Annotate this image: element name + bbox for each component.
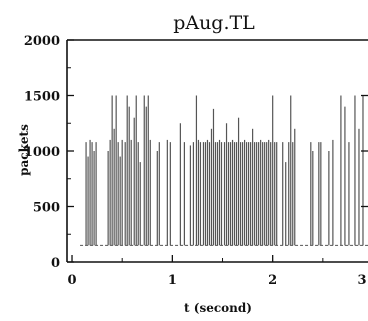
x-tick-label: 0 [67, 273, 76, 288]
x-axis-label: t (second) [184, 301, 252, 315]
y-tick-label: 1500 [24, 90, 60, 105]
y-tick-label: 1000 [24, 145, 60, 160]
chart-title: pAug.TL [173, 12, 255, 34]
y-tick-label: 0 [51, 256, 60, 271]
x-tick-label: 1 [168, 273, 177, 288]
y-axis-label: packets [17, 124, 31, 176]
x-tick-label: 3 [357, 273, 366, 288]
x-tick-label: 2 [268, 273, 277, 288]
y-tick-label: 500 [33, 201, 60, 216]
y-tick-label: 2000 [24, 34, 60, 49]
